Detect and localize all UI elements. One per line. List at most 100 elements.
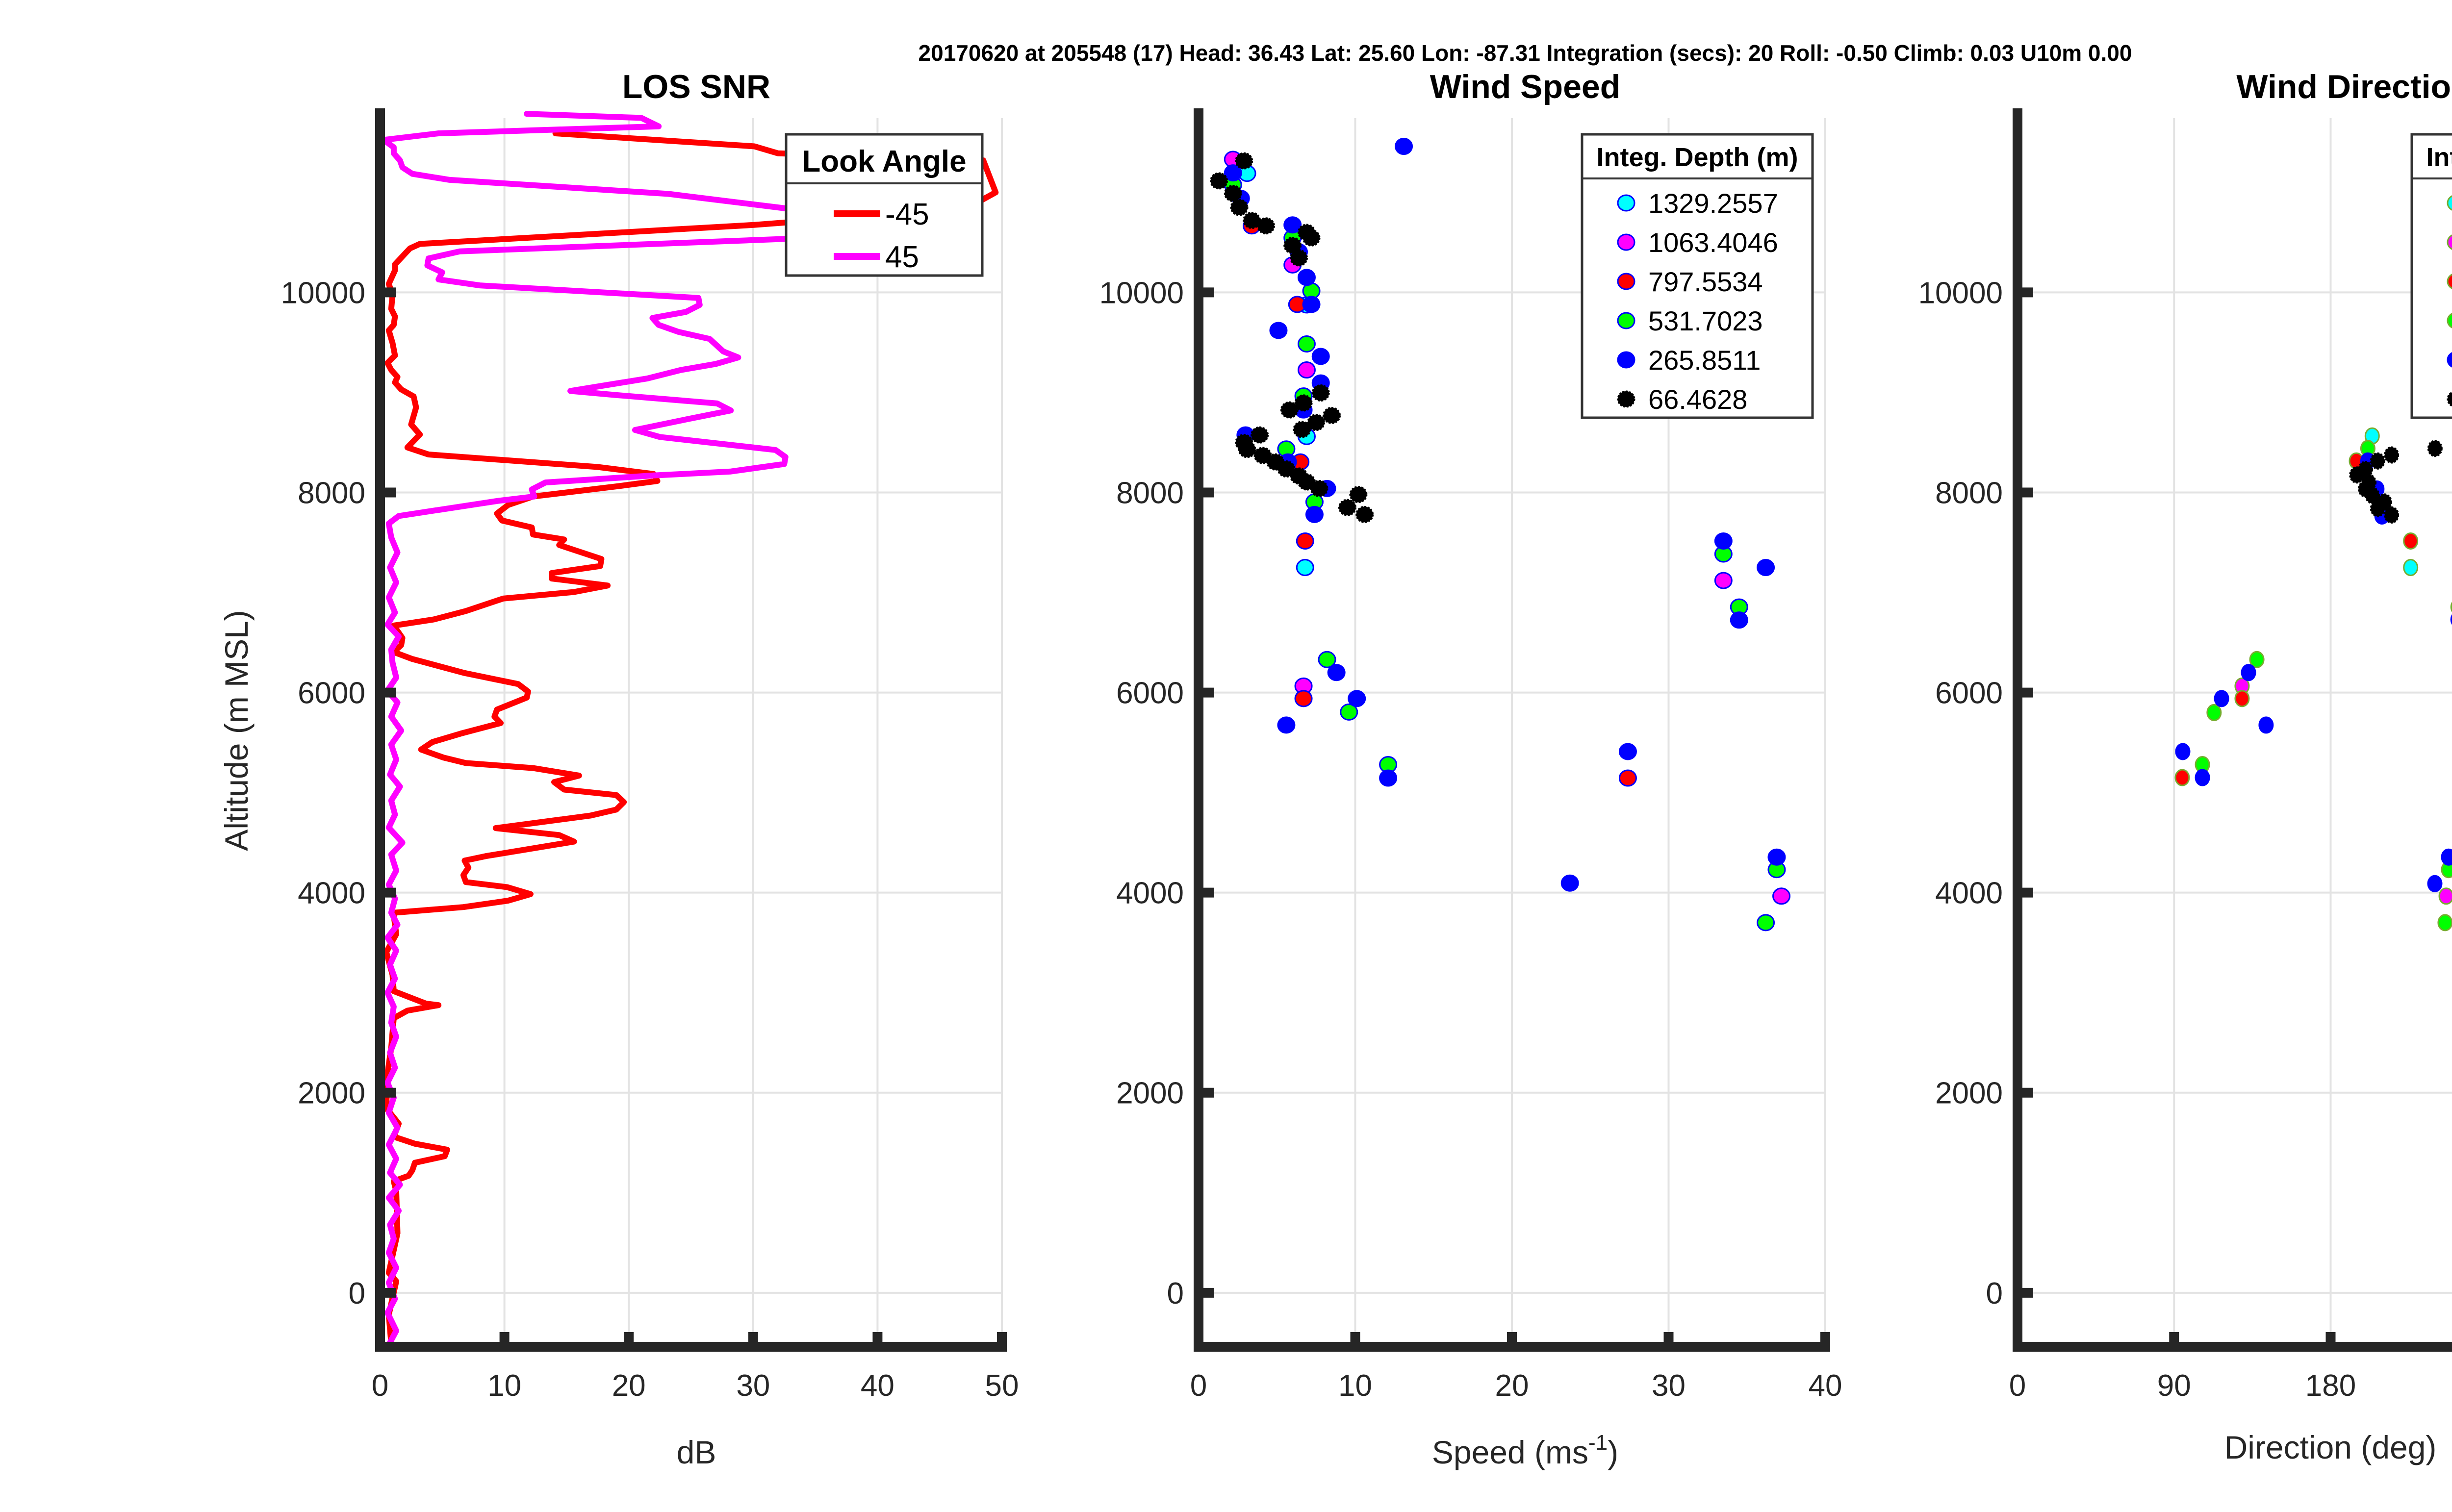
scatter-point-depth-265 [1283, 216, 1302, 234]
scatter-point-depth-1063 [2438, 887, 2452, 905]
scatter-point-depth-797 [2234, 690, 2250, 707]
legend-label-depth-66: 66.4628 [1648, 384, 1747, 415]
scatter-point-depth-66 [1302, 229, 1321, 247]
legend-marker-depth-1329 [2447, 195, 2452, 211]
speed-series [1210, 138, 1791, 932]
scatter-point-depth-66 [1251, 426, 1269, 444]
y-axis-label: Altitude (m MSL) [218, 610, 255, 851]
panel-wind-direction: Wind Direction 0 2000 4000 6000 8000 10000 0 9… [1918, 68, 2452, 1465]
scatter-point-depth-531 [1340, 703, 1358, 721]
legend-marker-depth-1329 [1617, 194, 1635, 212]
scatter-point-depth-265 [2214, 690, 2229, 707]
scatter-point-depth-66 [1338, 499, 1357, 516]
scatter-point-depth-66 [1349, 486, 1368, 504]
y-tick-label: 8000 [1116, 477, 1184, 510]
legend-title: Integ. Depth (m) [1597, 143, 1798, 172]
legend-marker-depth-797 [1617, 273, 1635, 290]
scatter-point-depth-265 [2241, 664, 2256, 681]
series-line-pos45 [381, 111, 862, 1348]
snr-grid [380, 118, 1003, 1347]
legend-marker-depth-66 [1617, 390, 1635, 408]
legend-integ-depth-speed[interactable]: Integ. Depth (m) 1329.2557 1063.4046 797.55… [1581, 133, 1814, 419]
snr-series [381, 111, 999, 1348]
scatter-point-depth-265 [1618, 743, 1637, 760]
x-tick-label: 50 [985, 1369, 1019, 1403]
scatter-point-depth-265 [2175, 743, 2191, 760]
x-tick-label: 30 [1652, 1369, 1686, 1403]
legend-label-depth-265: 265.8511 [1648, 345, 1761, 376]
x-axis-label-db: dB [677, 1434, 716, 1470]
panel-title-wind-direction: Wind Direction [2236, 68, 2452, 105]
scatter-point-depth-66 [2427, 440, 2443, 457]
y-tick-label: 0 [1986, 1277, 2003, 1310]
figure-suptitle: 20170620 at 205548 (17) Head: 36.43 Lat:… [919, 40, 2132, 66]
x-tick-label: 0 [1190, 1369, 1207, 1403]
x-axis-label-speed-main: Speed (ms [1432, 1434, 1588, 1470]
scatter-point-depth-265 [1302, 296, 1321, 313]
legend-box [785, 133, 984, 277]
y-tick-label: 8000 [298, 477, 365, 510]
series-line-neg45 [383, 130, 999, 1346]
scatter-point-depth-66 [1210, 172, 1228, 190]
scatter-point-depth-265 [1379, 769, 1398, 787]
y-tick-label: 0 [349, 1277, 365, 1310]
legend-marker-depth-531 [2447, 313, 2452, 328]
scatter-point-depth-1063 [1772, 887, 1791, 905]
x-axis-label-direction: Direction (deg) [2224, 1429, 2437, 1465]
scatter-point-depth-265 [1269, 322, 1288, 339]
axis-frame [2013, 108, 2452, 1352]
scatter-point-depth-66 [1310, 479, 1328, 497]
scatter-point-depth-265 [1395, 138, 1413, 155]
legend-integ-depth-direction[interactable]: Integ. Depth (m)1329.25571063.4046797.55… [2410, 133, 2452, 419]
legend-marker-depth-1063 [1617, 233, 1635, 251]
panel-wind-speed: Wind Speed 0 2000 4000 6000 8000 10000 0 10 20 3… [1099, 68, 1842, 1470]
scatter-point-depth-66 [1238, 441, 1256, 458]
scatter-point-depth-797 [1618, 769, 1637, 787]
y-tick-label: 6000 [1935, 677, 2003, 710]
panel-title-wind-speed: Wind Speed [1430, 68, 1621, 105]
x-tick-label: 90 [2157, 1369, 2191, 1403]
x-tick-label: 180 [2305, 1369, 2356, 1403]
scatter-point-depth-797 [2174, 769, 2190, 786]
y-tick-label: 4000 [298, 877, 365, 910]
legend-label-depth-1329: 1329.2557 [1648, 188, 1778, 219]
scatter-point-depth-265 [1297, 269, 1316, 286]
scatter-point-depth-66 [1323, 406, 1341, 424]
scatter-point-depth-797 [1296, 532, 1314, 550]
snr-x-ticks: 0 10 20 30 40 50 [372, 1369, 1019, 1403]
scatter-point-depth-531 [1297, 335, 1316, 353]
speed-y-ticks: 0 2000 4000 6000 8000 10000 [1099, 276, 1184, 1310]
legend-look-angle[interactable]: Look Angle -45 45 [785, 133, 984, 277]
scatter-point-depth-1063 [1297, 361, 1316, 379]
direction-x-ticks: 090180270360 [2009, 1369, 2356, 1403]
scatter-point-depth-265 [2427, 875, 2443, 892]
y-tick-label: 10000 [1099, 276, 1184, 310]
scatter-point-depth-531 [1318, 651, 1336, 668]
x-tick-label: 10 [1338, 1369, 1372, 1403]
legend-label-depth-797: 797.5534 [1648, 266, 1763, 297]
x-tick-label: 20 [612, 1369, 646, 1403]
snr-y-ticks: 0 2000 4000 6000 8000 10000 [281, 276, 365, 1310]
scatter-point-depth-66 [1289, 249, 1308, 267]
direction-series [2174, 427, 2452, 932]
y-tick-label: 4000 [1935, 877, 2003, 910]
scatter-point-depth-66 [1355, 505, 1374, 523]
legend-label-depth-1063: 1063.4046 [1648, 227, 1778, 258]
scatter-point-depth-265 [1714, 532, 1733, 550]
snr-axes [375, 108, 1007, 1352]
scatter-point-depth-66 [1224, 184, 1242, 202]
x-axis-label-speed-close: ) [1608, 1434, 1618, 1470]
y-tick-label: 8000 [1935, 477, 2003, 510]
scatter-point-depth-265 [1767, 848, 1786, 866]
scatter-point-depth-66 [1235, 152, 1253, 170]
scatter-point-depth-265 [2258, 716, 2274, 734]
axis-frame [1194, 108, 1830, 1352]
direction-y-ticks: 0 2000 4000 6000 8000 10000 [1918, 276, 2003, 1310]
y-tick-label: 6000 [298, 677, 365, 710]
scatter-point-depth-66 [1307, 414, 1326, 431]
legend-title: Look Angle [802, 145, 966, 178]
scatter-point-depth-66 [1311, 384, 1330, 402]
scatter-point-depth-66 [2384, 506, 2400, 524]
legend-marker-depth-797 [2447, 274, 2452, 289]
